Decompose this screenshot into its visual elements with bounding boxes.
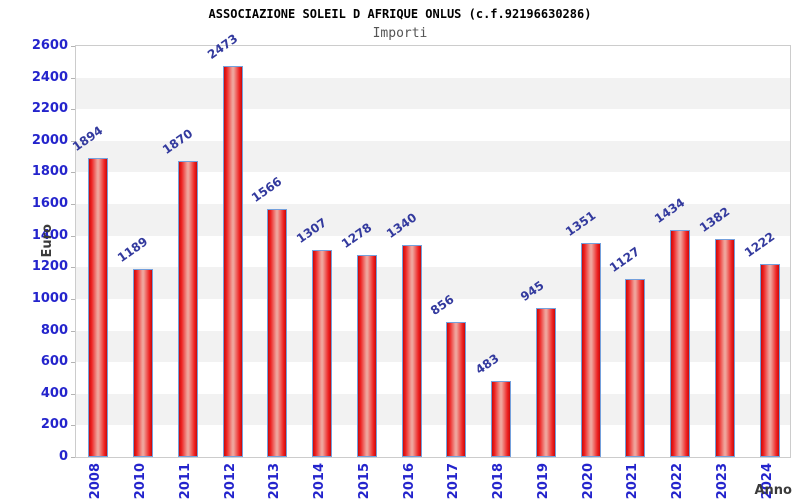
y-tick-mark xyxy=(71,457,75,458)
y-tick-mark xyxy=(71,77,75,79)
bar-2020 xyxy=(580,243,601,457)
chart-title: ASSOCIAZIONE SOLEIL D AFRIQUE ONLUS (c.f… xyxy=(208,7,592,21)
bar-2017 xyxy=(446,321,467,457)
y-tick-mark xyxy=(71,204,75,206)
bar-2010 xyxy=(133,269,154,457)
y-tick-mark xyxy=(71,46,75,47)
grid-band xyxy=(76,109,790,141)
y-tick-mark xyxy=(71,172,75,174)
bar-2015 xyxy=(356,254,377,457)
y-tick-mark xyxy=(71,109,75,111)
y-tick-label: 800 xyxy=(40,322,68,338)
y-tick-mark xyxy=(71,235,75,237)
bar-2008 xyxy=(88,157,109,457)
y-tick-mark xyxy=(71,298,75,300)
y-tick-label: 2200 xyxy=(31,101,68,117)
x-tick-label: 2015 xyxy=(356,463,372,500)
chart-subtitle: Importi xyxy=(372,26,428,41)
bar-2011 xyxy=(177,161,198,457)
y-axis-title: Euro xyxy=(40,224,55,258)
x-tick-label: 2016 xyxy=(401,463,417,500)
bar-2013 xyxy=(267,209,288,457)
y-tick-label: 1400 xyxy=(31,227,68,243)
y-tick-mark xyxy=(71,330,75,332)
y-tick-label: 200 xyxy=(40,417,68,433)
y-tick-label: 1000 xyxy=(31,290,68,306)
bar-2024 xyxy=(759,263,780,457)
y-tick-mark xyxy=(71,140,75,142)
bar-2012 xyxy=(222,66,243,457)
y-tick-mark xyxy=(71,425,75,427)
x-tick-label: 2011 xyxy=(177,463,193,500)
y-tick-label: 600 xyxy=(40,354,68,370)
grid-band xyxy=(76,46,790,78)
bar-2014 xyxy=(312,250,333,457)
y-tick-mark xyxy=(71,393,75,395)
bar-2023 xyxy=(714,238,735,457)
grid-band xyxy=(76,77,790,110)
x-tick-label: 2013 xyxy=(267,463,283,500)
y-tick-label: 1200 xyxy=(31,259,68,275)
y-tick-mark xyxy=(71,362,75,364)
x-tick-label: 2008 xyxy=(88,463,104,500)
x-axis-title: Anno xyxy=(754,483,792,498)
x-tick-label: 2022 xyxy=(670,463,686,500)
bar-2022 xyxy=(670,230,691,457)
y-tick-label: 1800 xyxy=(31,164,68,180)
y-tick-label: 2000 xyxy=(31,132,68,148)
y-tick-label: 0 xyxy=(58,449,68,464)
bar-2021 xyxy=(625,278,646,457)
x-tick-label: 2012 xyxy=(222,463,238,500)
plot-area: 1894 1189 1870 2473 1566 1307 1278 1340 856 483 94… xyxy=(70,31,791,458)
x-tick-label: 2020 xyxy=(580,463,596,500)
x-tick-label: 2023 xyxy=(714,463,730,500)
y-tick-label: 2600 xyxy=(31,38,68,53)
y-tick-mark xyxy=(71,267,75,269)
bar-2019 xyxy=(535,307,556,457)
x-tick-label: 2021 xyxy=(625,463,641,500)
bar-2018 xyxy=(491,380,512,457)
x-tick-label: 2017 xyxy=(446,463,462,500)
y-tick-label: 1600 xyxy=(31,196,68,212)
bar-2016 xyxy=(401,245,422,457)
y-tick-label: 2400 xyxy=(31,69,68,85)
x-tick-label: 2014 xyxy=(312,463,328,500)
x-tick-label: 2010 xyxy=(133,463,149,500)
x-tick-label: 2019 xyxy=(535,463,551,500)
y-tick-label: 400 xyxy=(40,385,68,401)
x-tick-label: 2018 xyxy=(491,463,507,500)
